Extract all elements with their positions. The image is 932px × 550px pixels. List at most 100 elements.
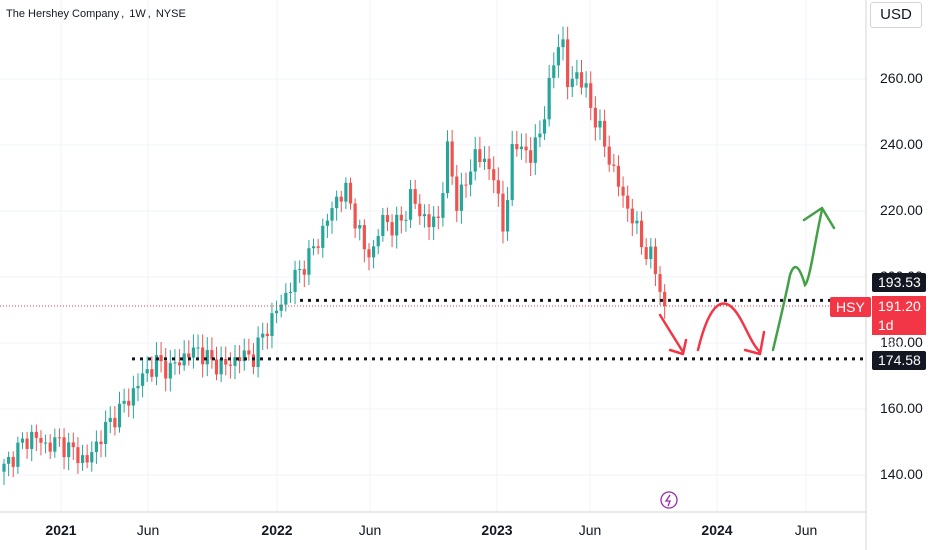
event-icon[interactable]	[660, 491, 678, 509]
candle-body	[71, 442, 75, 448]
candle-body	[339, 196, 343, 202]
candle-body	[182, 353, 186, 366]
candle-body	[177, 362, 182, 366]
candle-body	[408, 189, 413, 220]
x-tick-label: 2022	[261, 522, 293, 538]
red-arrow-down-path	[658, 313, 685, 354]
green-rally-head	[802, 206, 836, 230]
candles-layer	[2, 26, 667, 485]
candle-body	[649, 246, 653, 260]
candle-body	[321, 225, 325, 248]
candle-body	[376, 236, 380, 247]
candle-body	[561, 39, 565, 48]
candle-body	[395, 214, 399, 236]
candle-body	[538, 133, 542, 138]
candle-body	[515, 144, 519, 150]
candle-body	[630, 208, 634, 224]
y-tick-label: 180.00	[880, 334, 923, 350]
candle-body	[381, 215, 385, 237]
candle-body	[612, 164, 616, 166]
x-tick-label: Jun	[794, 522, 818, 538]
candle-body	[482, 158, 487, 163]
candle-body	[589, 83, 593, 108]
candle-body	[542, 119, 547, 134]
candle-body	[80, 455, 85, 464]
candle-body	[311, 246, 316, 249]
candle-body	[284, 292, 288, 305]
candle-body	[164, 361, 168, 379]
candle-body	[469, 171, 473, 185]
candle-body	[353, 203, 357, 229]
candle-body	[598, 120, 602, 128]
candle-body	[62, 437, 66, 458]
candle-body	[441, 193, 445, 218]
candle-body	[653, 246, 658, 275]
candle-body	[117, 403, 122, 428]
candle-body	[348, 182, 353, 204]
candle-body	[422, 214, 427, 217]
candle-body	[99, 441, 103, 445]
exchange: NYSE	[155, 8, 186, 20]
candle-body	[173, 362, 177, 364]
y-tick-label: 160.00	[880, 400, 923, 416]
candle-body	[238, 357, 242, 362]
currency-button[interactable]: USD	[870, 2, 922, 28]
candle-body	[228, 364, 232, 366]
candle-body	[11, 456, 15, 467]
candle-body	[53, 437, 57, 452]
candle-body	[362, 225, 366, 250]
candle-body	[450, 141, 454, 177]
x-tick-label: 2024	[701, 522, 733, 538]
candle-body	[168, 363, 172, 379]
candle-body	[233, 357, 237, 366]
candle-body	[335, 196, 339, 209]
candle-body	[2, 463, 6, 472]
candle-body	[510, 144, 514, 201]
x-tick-label: Jun	[136, 522, 160, 538]
red-arrow-down-head	[668, 338, 688, 356]
candle-body	[436, 216, 440, 218]
candle-body	[270, 313, 274, 337]
candle-body	[187, 353, 191, 358]
y-tick-label: 220.00	[880, 202, 923, 218]
ticker-badge: HSY	[830, 297, 871, 317]
candle-body	[48, 442, 52, 452]
candle-body	[404, 219, 408, 221]
candle-body	[159, 355, 163, 362]
candle-body	[131, 388, 135, 406]
candle-body	[201, 347, 205, 365]
candle-body	[621, 186, 625, 196]
candle-body	[34, 431, 38, 438]
candle-body	[496, 180, 500, 194]
candle-body	[455, 176, 459, 211]
candle-body	[145, 369, 149, 374]
candle-body	[261, 333, 265, 338]
green-rally-path	[771, 208, 824, 352]
candle-body	[94, 441, 98, 453]
candle-body	[658, 274, 662, 292]
candle-body	[593, 107, 597, 128]
candle-body	[399, 214, 403, 221]
candle-body	[575, 72, 579, 79]
candle-body	[57, 437, 62, 439]
candle-body	[196, 347, 200, 349]
x-tick-label: Jun	[578, 522, 602, 538]
candle-body	[256, 337, 260, 367]
candle-body	[154, 355, 159, 377]
candle-body	[556, 47, 560, 66]
candle-body	[136, 385, 140, 389]
candle-body	[141, 373, 145, 386]
candle-body	[552, 65, 556, 78]
candle-body	[76, 447, 80, 464]
candle-body	[570, 78, 574, 88]
candle-body	[478, 149, 482, 163]
candle-body	[219, 358, 223, 375]
candle-body	[302, 269, 306, 275]
candle-body	[473, 149, 477, 172]
candle-body	[459, 184, 463, 211]
y-tick-label: 260.00	[880, 70, 923, 86]
candle-body	[579, 72, 584, 88]
level-badge-upper: 193.53	[872, 273, 926, 292]
candle-body	[626, 195, 630, 209]
